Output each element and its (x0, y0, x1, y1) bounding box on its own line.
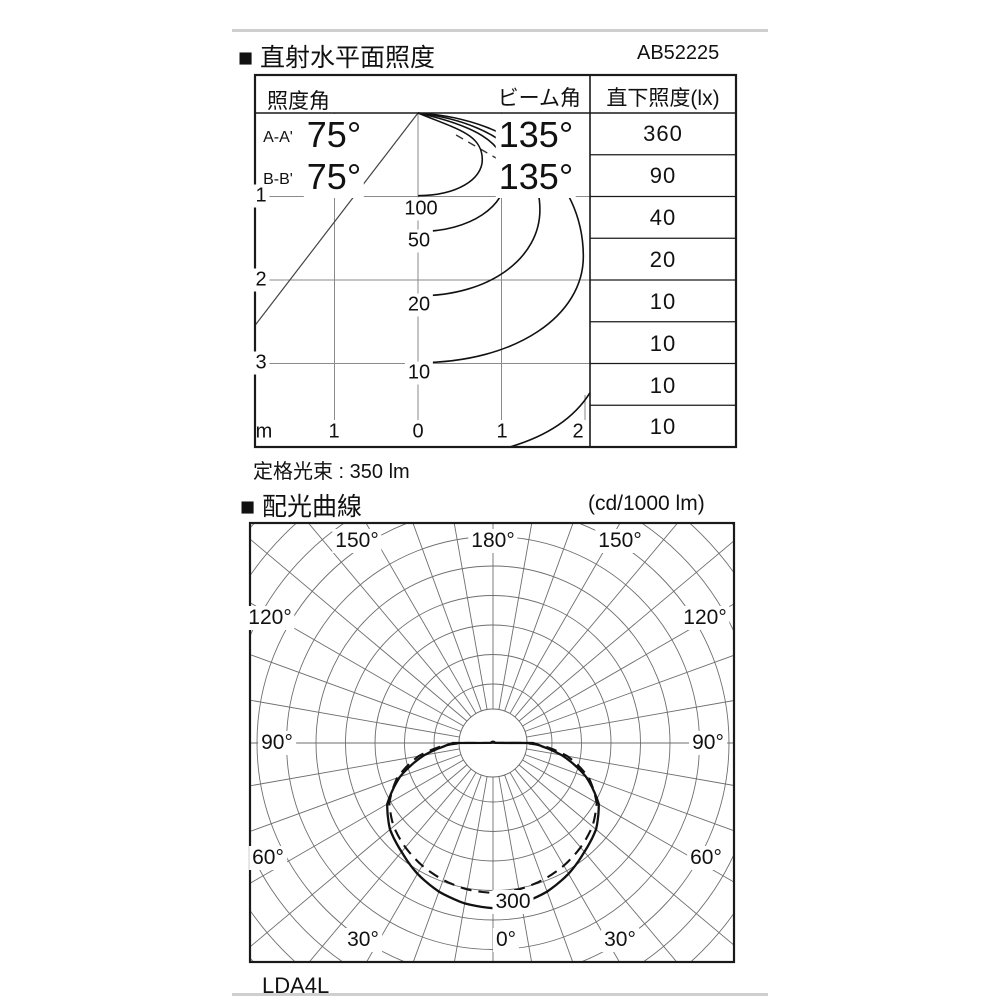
top-divider-rule (232, 29, 768, 32)
polar-angle-label: 60° (687, 846, 725, 870)
bottom-divider-rule (232, 993, 768, 996)
illuminance-value: 360 (643, 121, 683, 146)
illuminance-value: 90 (649, 163, 677, 188)
illuminance-value: 10 (649, 289, 677, 314)
isolux-curve-label: 20 (404, 293, 434, 317)
polar-angle-label: 120° (680, 606, 730, 630)
x-axis-tick: 2 (572, 420, 584, 443)
model-code: AB52225 (637, 42, 720, 64)
plane-b-beam-angle: 135° (495, 156, 577, 198)
polar-angle-label: 180° (468, 529, 518, 553)
plane-a-illuminance-angle: 75° (303, 114, 365, 156)
polar-angle-label: 60° (249, 846, 287, 870)
x-axis-tick: 0 (412, 420, 424, 443)
x-axis-tick: 1 (496, 420, 508, 443)
illuminance-value: 10 (649, 331, 677, 356)
polar-angle-label: 90° (689, 731, 727, 755)
depth-axis-tick: 1 (252, 184, 270, 208)
rated-flux: 定格光束 : 350 lm (253, 461, 410, 483)
polar-angle-label: 120° (245, 606, 295, 630)
polar-angle-label: 90° (258, 731, 296, 755)
plane-a-beam-angle: 135° (495, 114, 577, 156)
illuminance-value: 20 (649, 247, 677, 272)
polar-angle-label: 150° (332, 529, 382, 553)
x-axis-unit: m (255, 420, 273, 443)
isolux-curve-label: 100 (401, 197, 441, 221)
plane-a-label: A-A' (263, 129, 293, 146)
illuminance-value: 40 (649, 205, 677, 230)
depth-axis-tick: 3 (252, 351, 270, 375)
section1-title: ■ 直射水平面照度 (238, 44, 436, 72)
plane-b-illuminance-angle: 75° (303, 156, 365, 198)
x-axis-tick: 1 (328, 420, 340, 443)
polar-angle-label: 0° (492, 928, 520, 952)
illuminance-value: 10 (649, 414, 677, 439)
header-direct-illuminance: 直下照度(lx) (606, 87, 720, 110)
isolux-curve-label: 50 (404, 229, 434, 253)
header-beam-angle: ビーム角 (497, 87, 581, 110)
polar-angle-label: 30° (601, 928, 639, 952)
depth-axis-tick: 2 (252, 268, 270, 292)
polar-ring-value-label: 300 (492, 890, 534, 914)
lamp-code: LDA4L (262, 973, 330, 998)
illuminance-value: 10 (649, 373, 677, 398)
polar-unit: (cd/1000 lm) (588, 492, 705, 515)
section2-title: ■ 配光曲線 (240, 493, 363, 521)
polar-angle-label: 30° (344, 928, 382, 952)
plane-b-label: B-B' (263, 171, 293, 188)
polar-angle-label: 150° (595, 529, 645, 553)
isolux-curve-label: 10 (404, 361, 434, 385)
header-illuminance-angle: 照度角 (267, 90, 330, 113)
